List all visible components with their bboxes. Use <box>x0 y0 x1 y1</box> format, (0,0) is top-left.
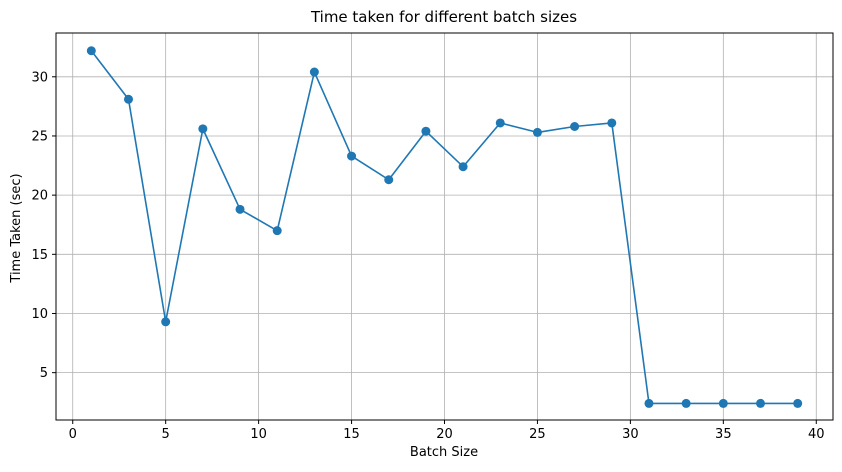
data-point <box>607 118 617 128</box>
y-tick-label: 25 <box>31 129 48 144</box>
data-point <box>644 398 654 408</box>
axis-ticks: 0 5 10 15 20 25 30 35 40 5 10 15 20 25 30 <box>31 70 824 442</box>
data-point <box>86 46 96 56</box>
y-tick-label: 5 <box>40 366 48 381</box>
y-tick-label: 20 <box>31 189 48 204</box>
x-tick-label: 15 <box>343 427 360 442</box>
series-line <box>90 50 798 405</box>
x-tick-label: 5 <box>162 427 170 442</box>
data-point <box>718 398 728 408</box>
data-point <box>272 226 282 236</box>
x-axis-label: Batch Size <box>410 445 478 460</box>
x-tick-label: 35 <box>715 427 732 442</box>
chart-title: Time taken for different batch sizes <box>310 8 577 26</box>
data-point <box>161 317 171 327</box>
data-point <box>198 124 208 134</box>
data-point <box>235 204 245 214</box>
data-point <box>309 67 319 77</box>
data-point <box>384 175 394 185</box>
y-tick-label: 15 <box>31 248 48 263</box>
data-point <box>570 121 580 131</box>
data-point <box>681 398 691 408</box>
x-tick-label: 40 <box>808 427 825 442</box>
y-axis-label: Time Taken (sec) <box>9 173 24 283</box>
grid-lines <box>56 33 833 420</box>
data-point <box>495 118 505 128</box>
x-tick-label: 10 <box>250 427 267 442</box>
x-tick-label: 30 <box>622 427 639 442</box>
data-point <box>756 398 766 408</box>
data-point <box>421 126 431 136</box>
data-point <box>532 127 542 137</box>
x-tick-label: 20 <box>436 427 453 442</box>
x-tick-label: 0 <box>69 427 77 442</box>
y-tick-label: 10 <box>31 307 48 322</box>
y-tick-label: 30 <box>31 70 48 85</box>
data-point <box>458 162 468 172</box>
data-point <box>793 398 803 408</box>
data-point <box>123 94 133 104</box>
x-tick-label: 25 <box>529 427 546 442</box>
series-time-taken <box>86 46 803 408</box>
data-point <box>347 151 357 161</box>
